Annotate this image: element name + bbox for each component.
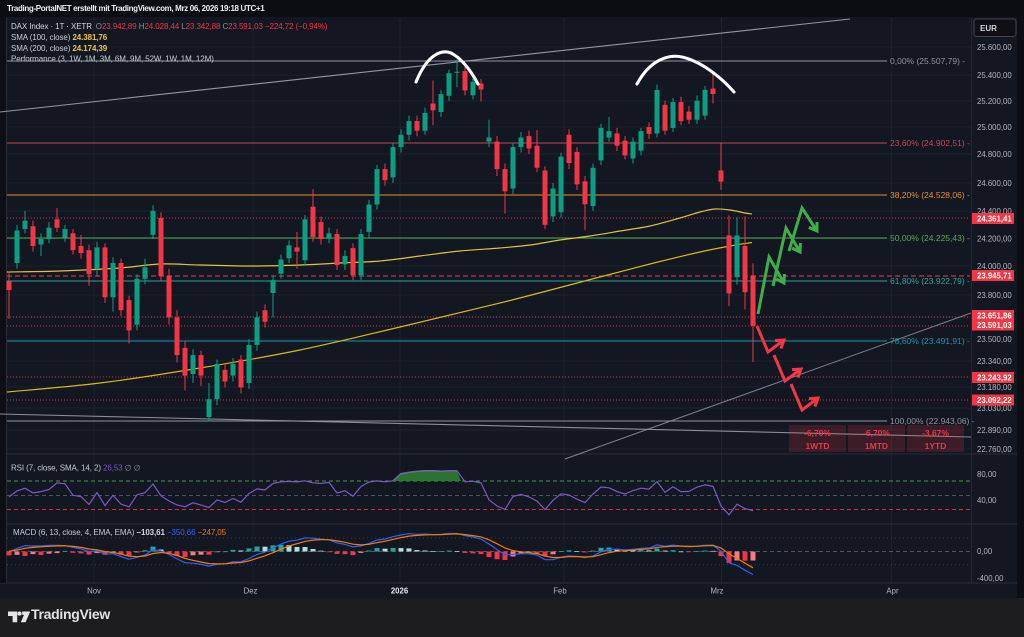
- svg-text:0,00: 0,00: [977, 547, 993, 556]
- svg-text:1MTD: 1MTD: [865, 441, 888, 451]
- svg-text:80,00: 80,00: [977, 470, 997, 479]
- svg-text:DAX Index · 1T · XETR O23.942,: DAX Index · 1T · XETR O23.942,89 H24.028…: [11, 22, 328, 31]
- svg-text:22.890,00: 22.890,00: [977, 426, 1012, 435]
- svg-text:100,00% (22.943,06) -: 100,00% (22.943,06) -: [890, 416, 975, 426]
- svg-text:-6,70%: -6,70%: [863, 428, 890, 438]
- svg-text:25.600,00: 25.600,00: [977, 43, 1012, 52]
- svg-text:23.800,00: 23.800,00: [977, 291, 1012, 300]
- svg-text:24.800,00: 24.800,00: [977, 150, 1012, 159]
- svg-text:-6,70%: -6,70%: [804, 428, 831, 438]
- svg-text:0,00% (25.507,79) -: 0,00% (25.507,79) -: [890, 56, 965, 66]
- svg-text:Dez: Dez: [244, 587, 258, 596]
- svg-text:24.000,00: 24.000,00: [977, 262, 1012, 271]
- svg-text:24.600,00: 24.600,00: [977, 179, 1012, 188]
- svg-text:23.180,00: 23.180,00: [977, 383, 1012, 392]
- svg-text:24.361,41: 24.361,41: [977, 215, 1012, 224]
- svg-text:23.500,00: 23.500,00: [977, 335, 1012, 344]
- svg-text:23,60% (24.902,51) -: 23,60% (24.902,51) -: [890, 138, 970, 148]
- svg-text:78,60% (23.491,91) -: 78,60% (23.491,91) -: [890, 336, 970, 346]
- svg-text:2026: 2026: [391, 587, 409, 596]
- svg-text:22.760,00: 22.760,00: [977, 445, 1012, 454]
- svg-text:Apr: Apr: [886, 587, 899, 596]
- svg-text:38,20% (24.528,06) -: 38,20% (24.528,06) -: [890, 190, 970, 200]
- svg-text:-400,00: -400,00: [977, 574, 1004, 583]
- svg-text:Mrz: Mrz: [711, 587, 724, 596]
- svg-text:50,00% (24.225,43) -: 50,00% (24.225,43) -: [890, 233, 970, 243]
- svg-text:25.000,00: 25.000,00: [977, 123, 1012, 132]
- svg-text:61,80% (23.922,79) -: 61,80% (23.922,79) -: [890, 276, 970, 286]
- svg-text:Performance (3, 1W, 1M, 3M, 6M: Performance (3, 1W, 1M, 3M, 6M, 9M, 52W,…: [11, 55, 214, 64]
- svg-text:24.200,00: 24.200,00: [977, 234, 1012, 243]
- svg-text:Nov: Nov: [87, 587, 101, 596]
- svg-text:SMA (100, close) 24.381,76: SMA (100, close) 24.381,76: [11, 33, 108, 42]
- svg-text:EUR: EUR: [980, 24, 997, 33]
- svg-text:23.243,92: 23.243,92: [977, 374, 1012, 383]
- svg-text:24.400,00: 24.400,00: [977, 207, 1012, 216]
- svg-text:40,00: 40,00: [977, 496, 997, 505]
- svg-text:23.591,03: 23.591,03: [977, 321, 1012, 330]
- svg-text:23.030,00: 23.030,00: [977, 404, 1012, 413]
- svg-text:23.092,22: 23.092,22: [977, 396, 1012, 405]
- svg-text:1YTD: 1YTD: [925, 441, 947, 451]
- svg-text:23.651,86: 23.651,86: [977, 312, 1012, 321]
- svg-text:RSI (7, close, SMA, 14, 2) 26,: RSI (7, close, SMA, 14, 2) 26,53 ∅ ∅: [11, 464, 141, 473]
- svg-text:MACD (6, 13, close, 4, EMA, EM: MACD (6, 13, close, 4, EMA, EMA) −103,61…: [13, 528, 227, 537]
- svg-text:Feb: Feb: [553, 587, 567, 596]
- svg-text:25.200,00: 25.200,00: [977, 97, 1012, 106]
- svg-text:-3,67%: -3,67%: [922, 428, 949, 438]
- svg-text:23.945,71: 23.945,71: [977, 272, 1012, 281]
- svg-text:1WTD: 1WTD: [805, 441, 829, 451]
- svg-text:SMA (200, close) 24.174,39: SMA (200, close) 24.174,39: [11, 44, 108, 53]
- svg-text:25.400,00: 25.400,00: [977, 71, 1012, 80]
- svg-text:23.340,00: 23.340,00: [977, 357, 1012, 366]
